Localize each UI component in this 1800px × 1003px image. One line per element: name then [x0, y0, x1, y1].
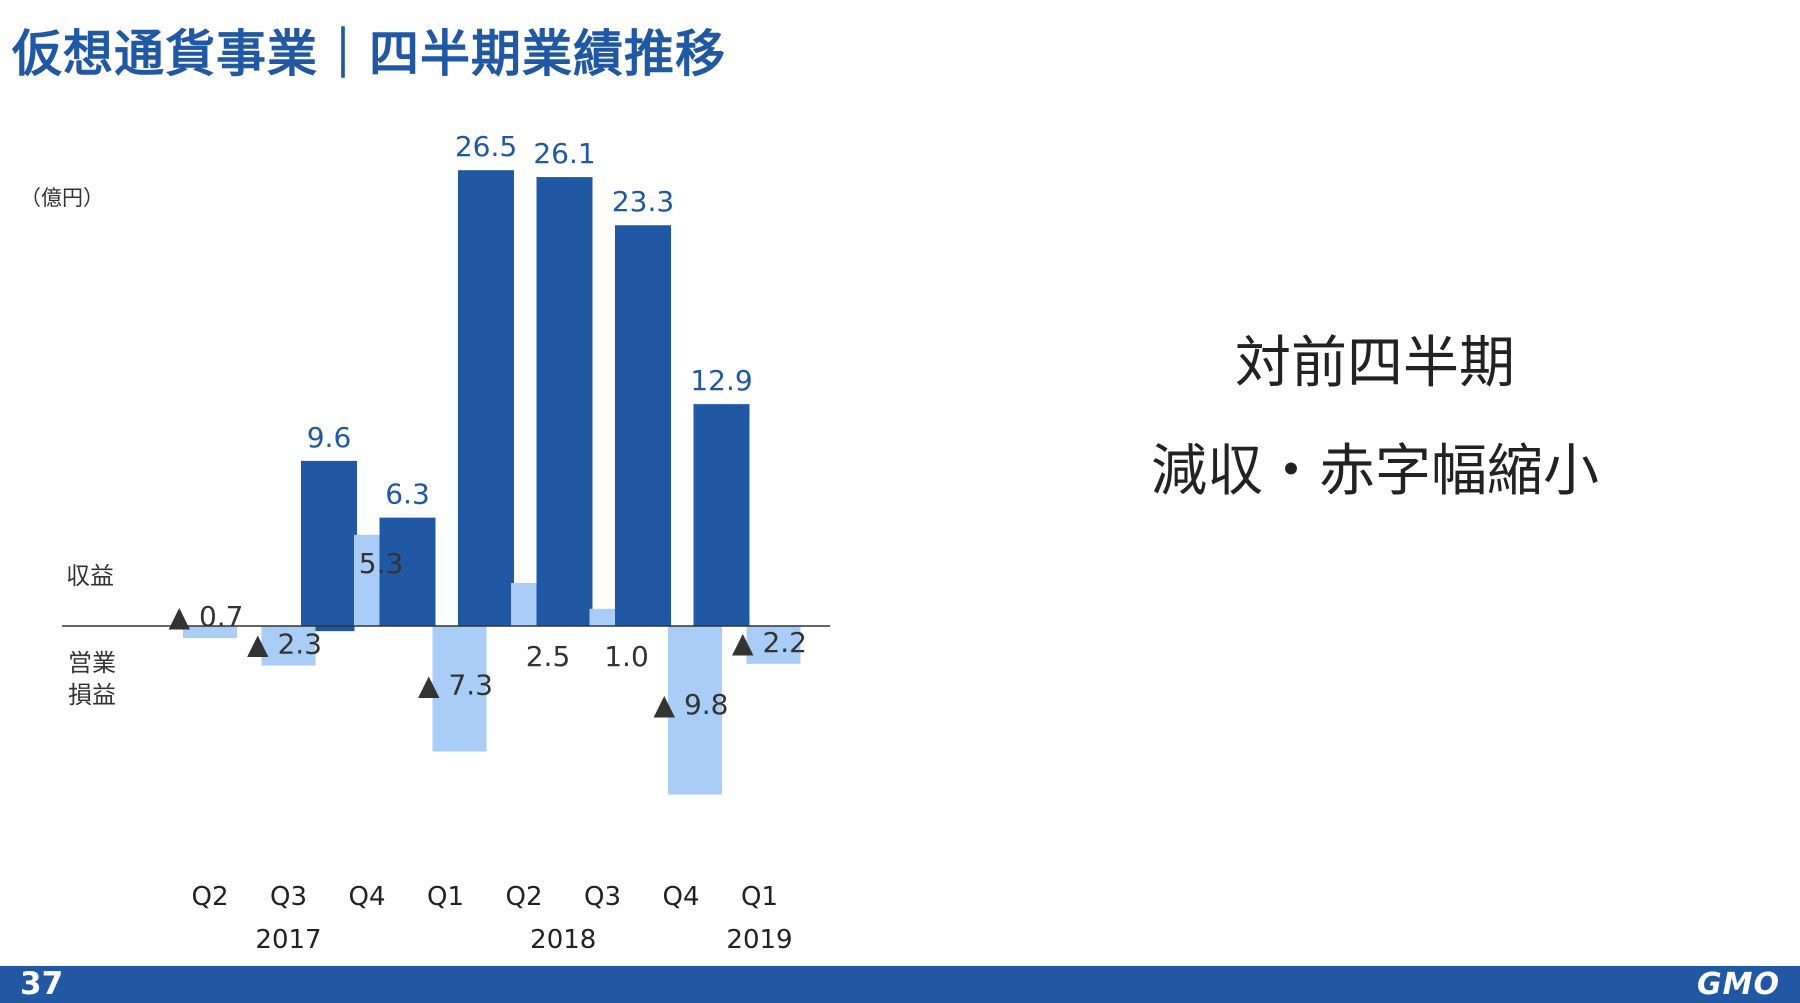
revenue-bar-4 [458, 170, 514, 626]
operating-label-1: ▲ 2.3 [247, 628, 322, 661]
operating-label-6: ▲ 9.8 [654, 688, 729, 721]
operating-label-0: ▲ 0.7 [169, 600, 244, 633]
bars-layer [183, 170, 801, 795]
revenue-label-5: 26.1 [533, 137, 595, 170]
row-label-operating-line1: 営業 [68, 649, 116, 677]
operating-label-7: ▲ 2.2 [732, 626, 807, 659]
quarter-label-1: Q3 [270, 882, 307, 912]
operating-bar-0 [183, 626, 237, 639]
operating-bar-6 [668, 626, 722, 795]
labels-layer: ▲ 0.7▲ 2.3 9.6 5.3 6.3 ▲ 7.3 26.5 2.5 26.1 1.0 23… [169, 130, 807, 721]
revenue-bar-7 [693, 404, 750, 626]
operating-label-5: 1.0 [604, 640, 649, 673]
operating-label-3: ▲ 7.3 [418, 669, 493, 702]
row-label-operating-line2: 損益 [68, 681, 116, 709]
revenue-label-3: 6.3 [385, 478, 430, 511]
revenue-bar-1 [298, 626, 355, 632]
quarter-label-7: Q1 [741, 882, 778, 912]
quarter-label-0: Q2 [191, 882, 228, 912]
year-label-1: 2018 [530, 925, 596, 955]
takeaway-line2: 減収・赤字幅縮小 [1151, 439, 1599, 504]
year-label-0: 2017 [255, 925, 321, 955]
row-label-revenue: 収益 [66, 562, 114, 590]
quarter-label-3: Q1 [427, 882, 464, 912]
revenue-label-6: 23.3 [612, 185, 674, 218]
page-title: 仮想通貨事業｜四半期業績推移 [12, 25, 726, 83]
revenue-label-7: 12.9 [690, 364, 752, 397]
revenue-bar-6 [615, 225, 671, 627]
quarter-label-5: Q3 [584, 882, 621, 912]
revenue-bar-3 [379, 517, 436, 626]
operating-bar-3 [432, 626, 487, 752]
takeaway-line1: 対前四半期 [1235, 331, 1515, 396]
gmo-logo: GMO [1697, 967, 1780, 1002]
operating-label-4: 2.5 [526, 640, 571, 673]
revenue-label-2: 9.6 [307, 421, 352, 454]
operating-label-2: 5.3 [359, 547, 404, 580]
x-axis-labels: Q2 Q3 Q4 Q1 Q2 Q3 Q4 Q1 2017 2018 2019 [191, 882, 792, 955]
quarter-label-4: Q2 [505, 882, 542, 912]
revenue-bar-5 [536, 177, 593, 626]
page-number: 37 [20, 966, 64, 1002]
year-label-2: 2019 [726, 925, 792, 955]
footer-bar: 37 GMO [0, 966, 1800, 1003]
quarter-label-2: Q4 [348, 882, 385, 912]
revenue-label-4: 26.5 [455, 130, 517, 163]
revenue-bar-2 [301, 460, 357, 626]
unit-label: （億円） [20, 186, 104, 210]
operating-bar-7 [746, 626, 801, 664]
quarter-label-6: Q4 [662, 882, 699, 912]
operating-bar-1 [261, 626, 316, 666]
